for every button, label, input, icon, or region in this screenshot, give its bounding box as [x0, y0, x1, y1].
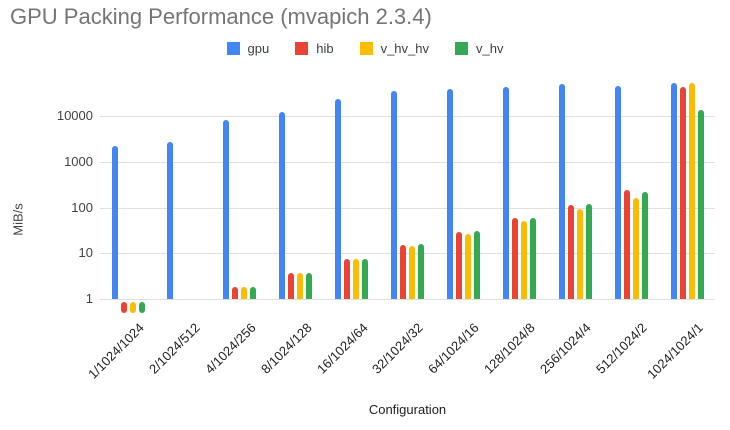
legend: gpu hib v_hv_hv v_hv	[0, 41, 730, 56]
x-axis-title: Configuration	[368, 402, 447, 417]
legend-label: v_hv	[476, 41, 504, 56]
x-tick-label: 8/1024/128	[257, 320, 315, 377]
y-tick-label: 10	[78, 245, 93, 261]
bar-hib[interactable]	[288, 272, 295, 300]
x-tick-label: 1024/1024/1	[643, 320, 706, 382]
legend-label: v_hv_hv	[380, 41, 429, 56]
bar-gpu[interactable]	[335, 99, 342, 300]
bar-hib[interactable]	[511, 217, 518, 300]
legend-item-v_hv_hv[interactable]: v_hv_hv	[359, 41, 429, 56]
x-tick-label: 16/1024/64	[313, 320, 371, 377]
gridline	[100, 116, 715, 118]
bar-hib[interactable]	[567, 204, 574, 300]
bar-group	[659, 76, 715, 313]
legend-label: gpu	[247, 41, 270, 56]
bar-v_hv[interactable]	[641, 191, 648, 300]
x-tick-label: 128/1024/8	[481, 320, 538, 377]
bar-v_hv_hv[interactable]	[241, 286, 248, 300]
y-tick-label: 10000	[56, 108, 93, 124]
gridline	[100, 207, 715, 209]
bar-group	[156, 76, 212, 313]
bar-v_hv[interactable]	[418, 244, 424, 300]
bar-gpu[interactable]	[614, 86, 621, 300]
bar-v_hv_hv[interactable]	[465, 233, 471, 300]
bar-v_hv_hv[interactable]	[129, 302, 136, 313]
bar-gpu[interactable]	[447, 88, 453, 300]
bar-group	[380, 76, 436, 313]
bar-gpu[interactable]	[558, 84, 565, 300]
x-tick-label: 4/1024/256	[201, 320, 259, 377]
x-tick-label: 256/1024/4	[537, 320, 594, 377]
legend-swatch-icon	[359, 42, 373, 55]
bar-v_hv_hv[interactable]	[297, 272, 304, 300]
bar-hib[interactable]	[120, 302, 127, 313]
bar-group	[268, 76, 324, 313]
legend-item-gpu[interactable]: gpu	[226, 41, 270, 56]
bar-hib[interactable]	[456, 231, 462, 300]
y-axis-title: MiB/s	[10, 203, 26, 236]
bar-group	[491, 76, 547, 313]
bar-v_hv_hv[interactable]	[688, 82, 695, 300]
gridline	[100, 299, 715, 301]
bar-v_hv_hv[interactable]	[520, 220, 527, 300]
legend-swatch-icon	[295, 42, 309, 55]
legend-swatch-icon	[226, 42, 240, 55]
legend-label: hib	[316, 41, 334, 56]
bar-gpu[interactable]	[502, 87, 509, 300]
bar-gpu[interactable]	[111, 146, 118, 300]
y-tick-label: 1	[85, 291, 93, 307]
bar-v_hv[interactable]	[306, 272, 313, 300]
legend-swatch-icon	[455, 42, 468, 55]
y-axis: MiB/s 1 10 100 1000 10000	[0, 0, 94, 430]
gridline	[100, 161, 715, 163]
bar-gpu[interactable]	[391, 91, 397, 300]
y-tick-label: 100	[71, 199, 93, 215]
bar-v_hv[interactable]	[474, 230, 480, 300]
x-tick-label: 32/1024/32	[369, 320, 427, 377]
bar-v_hv_hv[interactable]	[632, 197, 639, 300]
bar-v_hv_hv[interactable]	[353, 259, 360, 300]
legend-item-v_hv[interactable]: v_hv	[455, 41, 503, 56]
plot-area	[100, 76, 715, 313]
bar-hib[interactable]	[232, 286, 239, 300]
bar-v_hv[interactable]	[138, 302, 145, 313]
bar-hib[interactable]	[344, 259, 351, 300]
bar-group	[547, 76, 603, 313]
bar-group	[436, 76, 492, 313]
bar-hib[interactable]	[400, 244, 406, 300]
x-tick-label: 512/1024/2	[593, 320, 650, 377]
bar-gpu[interactable]	[279, 111, 286, 300]
bar-v_hv[interactable]	[250, 286, 257, 300]
bar-group	[603, 76, 659, 313]
bar-v_hv[interactable]	[697, 110, 704, 300]
bar-v_hv[interactable]	[362, 258, 369, 300]
bar-v_hv_hv[interactable]	[409, 246, 415, 300]
bar-v_hv[interactable]	[529, 217, 536, 300]
x-tick-label: 64/1024/16	[425, 320, 483, 377]
x-tick-label: 2/1024/512	[145, 320, 203, 377]
bar-gpu[interactable]	[223, 120, 230, 300]
y-tick-label: 1000	[64, 153, 93, 169]
bar-v_hv[interactable]	[585, 203, 592, 300]
bar-group	[324, 76, 380, 313]
chart-title: GPU Packing Performance (mvapich 2.3.4)	[10, 4, 432, 29]
legend-item-hib[interactable]: hib	[295, 41, 334, 56]
bar-hib[interactable]	[623, 189, 630, 300]
bar-gpu[interactable]	[167, 142, 174, 300]
bar-v_hv_hv[interactable]	[576, 208, 583, 300]
bar-hib[interactable]	[679, 87, 686, 300]
bar-group	[212, 76, 268, 313]
bar-group	[100, 76, 156, 313]
bar-gpu[interactable]	[670, 82, 677, 300]
gridline	[100, 253, 715, 255]
x-tick-label: 1/1024/1024	[84, 320, 147, 382]
